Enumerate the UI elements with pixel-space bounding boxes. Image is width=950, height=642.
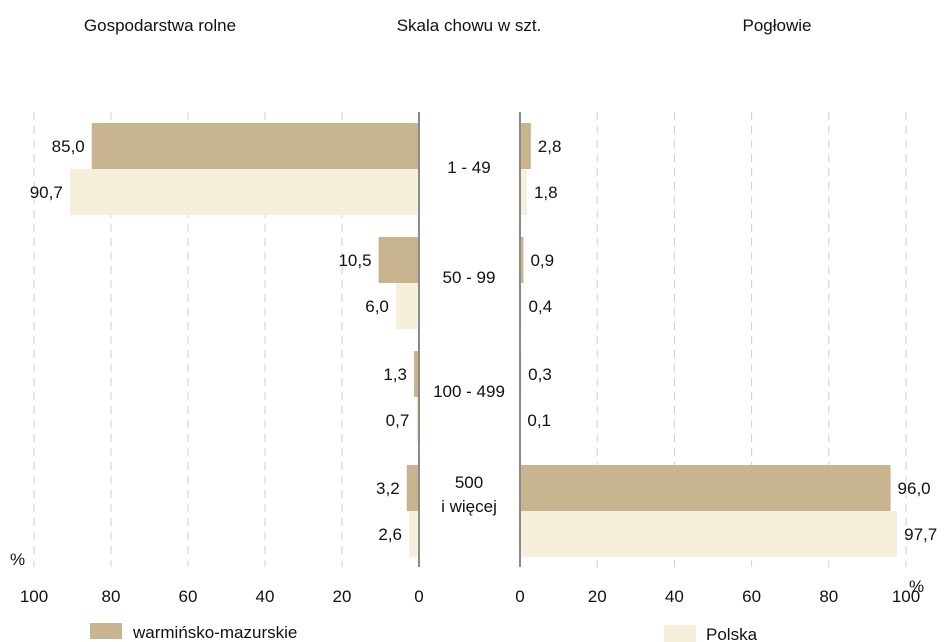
right-tick-label: 60 [742,587,761,606]
left-unit-label: % [10,550,25,569]
right-bar [520,237,524,283]
left-tick-label: 80 [102,587,121,606]
left-bar [69,169,420,215]
right-unit-label: % [909,577,924,596]
category-label: 50 - 99 [443,268,496,287]
right-data-label: 0,9 [530,251,554,270]
category-label: i więcej [441,497,497,516]
left-data-label: 1,3 [383,365,407,384]
left-data-label: 3,2 [376,479,400,498]
category-label: 500 [455,473,483,492]
left-tick-label: 40 [256,587,275,606]
category-label: 100 - 499 [433,382,505,401]
right-bar [520,123,531,169]
category-label: 1 - 49 [447,158,490,177]
left-bar [91,123,419,169]
left-tick-label: 60 [179,587,198,606]
right-data-label: 97,7 [904,525,937,544]
left-bar [378,237,419,283]
right-tick-label: 20 [588,587,607,606]
left-data-label: 90,7 [30,183,63,202]
legend-swatch-warminsko-mazurskie [90,623,122,639]
right-panel-title: Pogłowie [743,16,812,35]
left-bar [406,465,419,511]
right-bar [520,465,891,511]
right-tick-label: 80 [819,587,838,606]
left-bar [413,351,419,397]
left-data-label: 6,0 [365,297,389,316]
right-tick-label: 40 [665,587,684,606]
left-data-label: 10,5 [338,251,371,270]
left-data-label: 0,7 [386,411,410,430]
legend-swatch-polska [664,625,696,642]
right-data-label: 0,4 [529,297,553,316]
right-bar [520,169,527,215]
legend-label-warminsko-mazurskie: warmińsko-mazurskie [132,623,297,642]
left-bar [395,283,419,329]
left-panel-title: Gospodarstwa rolne [84,16,236,35]
left-tick-label: 0 [414,587,423,606]
left-bar [408,511,419,557]
right-data-label: 96,0 [898,479,931,498]
right-data-label: 0,3 [528,365,552,384]
left-data-label: 2,6 [378,525,402,544]
right-tick-label: 100 [892,587,920,606]
right-tick-label: 0 [515,587,524,606]
left-bar [416,397,419,443]
right-bar [520,511,898,557]
right-data-label: 0,1 [527,411,551,430]
left-tick-label: 20 [333,587,352,606]
center-title: Skala chowu w szt. [397,16,542,35]
legend-label-polska: Polska [706,625,758,642]
right-data-label: 1,8 [534,183,558,202]
right-data-label: 2,8 [538,137,562,156]
left-tick-label: 100 [20,587,48,606]
left-data-label: 85,0 [52,137,85,156]
